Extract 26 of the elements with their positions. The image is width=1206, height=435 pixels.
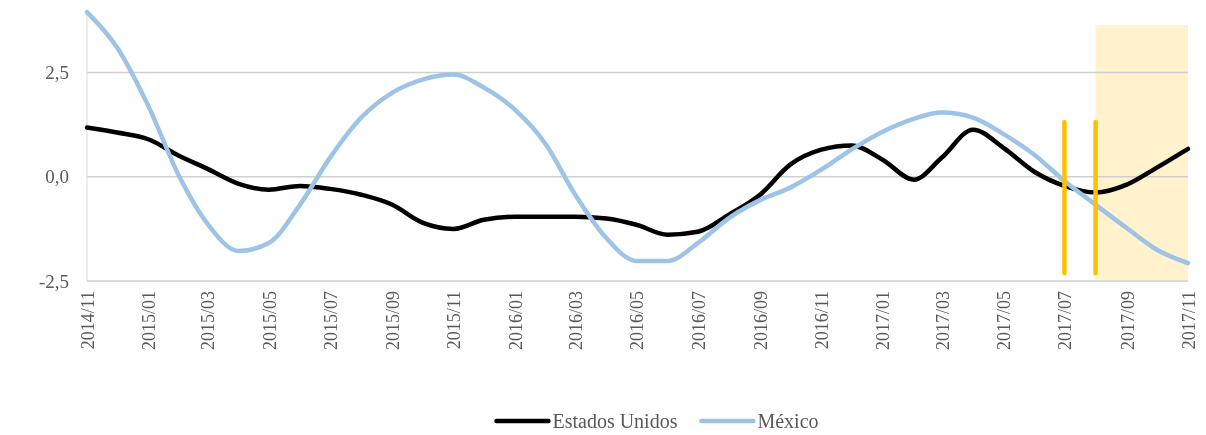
x-tick-label: 2016/07 — [688, 291, 709, 351]
x-tick-label: 2016/05 — [627, 291, 648, 351]
y-tick-label: 0,0 — [45, 166, 69, 188]
y-tick-label: 2,5 — [45, 62, 69, 84]
x-tick-label: 2015/07 — [320, 291, 341, 351]
legend-label: Estados Unidos — [552, 410, 678, 432]
x-tick-label: 2015/05 — [259, 291, 280, 351]
x-tick-label: 2016/09 — [750, 291, 771, 351]
x-tick-label: 2014/11 — [77, 291, 98, 350]
x-tick-label: 2017/11 — [1178, 291, 1199, 350]
line-series — [84, 125, 1191, 237]
x-tick-label: 2017/05 — [993, 291, 1014, 351]
y-tick-label: -2,5 — [38, 270, 69, 292]
x-tick-label: 2017/07 — [1055, 291, 1076, 351]
line-series — [84, 9, 1191, 266]
legend-label: México — [757, 410, 819, 432]
x-tick-label: 2016/01 — [505, 291, 526, 351]
x-tick-label: 2017/01 — [873, 291, 894, 351]
x-tick-label: 2016/03 — [566, 291, 587, 351]
x-tick-label: 2015/11 — [444, 291, 465, 350]
x-tick-label: 2017/09 — [1117, 291, 1138, 351]
x-tick-label: 2015/01 — [139, 291, 160, 351]
x-tick-label: 2017/03 — [932, 291, 953, 351]
x-tick-label: 2016/11 — [812, 291, 833, 350]
x-tick-label: 2015/09 — [383, 291, 404, 351]
x-tick-label: 2015/03 — [198, 291, 219, 351]
